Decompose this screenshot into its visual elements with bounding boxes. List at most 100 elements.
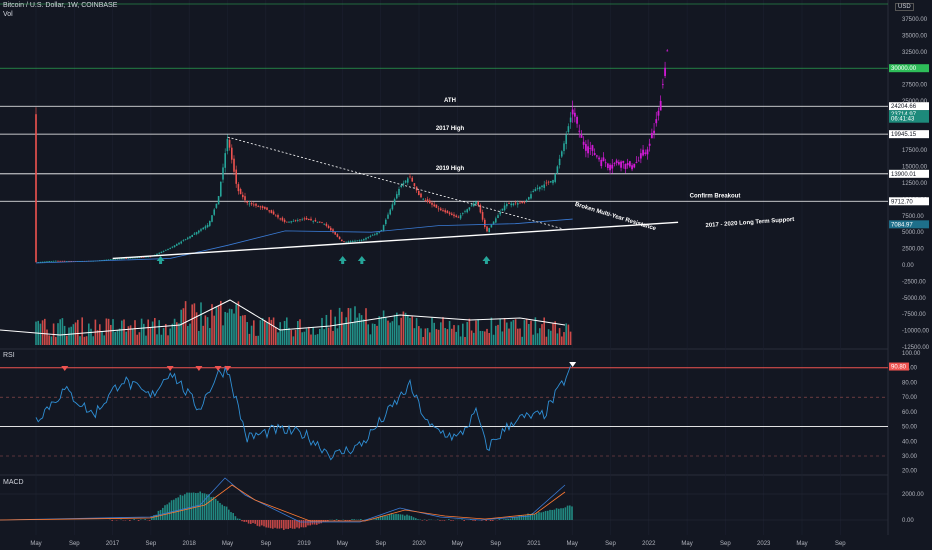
candle-body <box>180 241 182 244</box>
candle-body <box>387 214 389 219</box>
macd-histogram-bar <box>351 519 353 520</box>
rsi-pane[interactable] <box>0 362 888 461</box>
candle-body <box>534 189 537 192</box>
candle-body <box>226 138 229 152</box>
macd-histogram-bar <box>353 519 355 520</box>
macd-histogram-bar <box>520 515 523 520</box>
volume-bar <box>393 314 396 345</box>
price-tag-label: 9712.70 <box>891 199 913 205</box>
macd-histogram-bar <box>137 520 140 521</box>
macd-histogram-bar <box>201 493 204 520</box>
candle-body <box>470 205 473 207</box>
price-tick-label: 5000.00 <box>902 230 924 236</box>
volume-bar <box>50 336 53 345</box>
candle-body <box>292 220 295 222</box>
candle-body <box>48 261 50 263</box>
macd-histogram-bar <box>175 498 177 520</box>
macd-histogram-bar <box>245 520 248 522</box>
volume-bar <box>473 332 475 345</box>
candle-body <box>349 241 352 243</box>
price-axis[interactable]: 37500.00 35000.00 32500.00 30000.00 27500.00… <box>889 17 930 524</box>
volume-bar <box>286 317 288 345</box>
currency-button[interactable]: USD <box>895 3 914 11</box>
volume-bar <box>508 328 510 345</box>
volume-bar <box>112 319 114 345</box>
rsi-tick-label: 100.00 <box>902 351 921 357</box>
candle-body <box>165 249 167 251</box>
projection-candle-body <box>635 162 638 163</box>
candle-body <box>495 218 497 223</box>
price-tick-label: 17500.00 <box>902 148 928 154</box>
candle-body <box>125 258 127 259</box>
volume-bar <box>261 318 264 345</box>
volume-bar <box>140 318 143 345</box>
candle-body <box>545 182 548 184</box>
candle-body <box>567 126 570 133</box>
candle-body <box>528 197 530 200</box>
candle-body <box>415 186 418 191</box>
volume-bar <box>312 327 314 345</box>
candle-body <box>385 219 387 225</box>
volume-bar <box>46 329 48 345</box>
macd-histogram-bar <box>393 514 395 520</box>
macd-histogram-bar <box>151 517 153 520</box>
candle-body <box>231 147 233 160</box>
projection-candle-body <box>593 153 596 155</box>
volume-bar <box>77 319 79 345</box>
candle-body <box>374 233 376 235</box>
macd-histogram-bar <box>296 520 298 528</box>
macd-histogram-bar <box>307 520 309 526</box>
macd-histogram-bar <box>294 520 296 529</box>
projection-candle-body <box>620 161 622 168</box>
volume-bar <box>365 308 367 345</box>
volume-bar <box>413 328 416 345</box>
time-axis[interactable]: May Sep 2017 Sep 2018 May Sep 2019 May Sep 2020 May… <box>30 541 846 547</box>
volume-bar <box>136 334 138 345</box>
candle-body <box>228 139 231 148</box>
macd-histogram-bar <box>179 494 182 520</box>
macd-histogram-bar <box>375 518 377 520</box>
candle-body <box>136 257 138 259</box>
macd-histogram-bar <box>250 520 252 524</box>
macd-histogram-bar <box>410 516 413 520</box>
volume-bar <box>519 328 521 345</box>
volume-bar <box>213 315 215 345</box>
volume-bar <box>528 323 530 345</box>
volume-bar <box>204 315 207 345</box>
candle-body <box>451 213 453 216</box>
volume-bar <box>303 331 306 345</box>
symbol-title[interactable]: Bitcoin / U.S. Dollar, 1W, COINBASE <box>3 2 118 9</box>
volume-bar <box>187 326 189 345</box>
price-tag-label: 13900.01 <box>891 172 917 178</box>
volume-bar <box>191 304 193 345</box>
volume-bar <box>330 309 332 345</box>
volume-bar <box>220 300 222 345</box>
volume-bar <box>88 323 90 345</box>
candle-body <box>220 181 222 197</box>
time-tick-label: Sep <box>490 541 501 547</box>
candle-body <box>68 261 70 262</box>
candle-body <box>61 260 64 262</box>
macd-histogram-bar <box>540 512 542 520</box>
support-arrow-icon <box>482 256 491 264</box>
projection-candle-body <box>600 159 603 167</box>
macd-histogram-bar <box>401 514 404 520</box>
volume-bar <box>380 316 383 345</box>
volume-bar <box>446 329 449 345</box>
macd-histogram-bar <box>283 520 285 530</box>
volume-bar <box>259 320 262 345</box>
candle-body <box>169 247 171 249</box>
candle-body <box>255 203 257 206</box>
projection-candle-body <box>631 165 633 170</box>
macd-histogram-bar <box>184 494 186 520</box>
projection-candle-body <box>655 119 658 124</box>
volume-bar <box>422 336 424 345</box>
macd-pane[interactable] <box>0 477 888 530</box>
candle-body <box>440 208 442 211</box>
volume-bar <box>424 328 427 345</box>
macd-histogram-bar <box>188 492 190 520</box>
volume-bar <box>217 305 220 345</box>
